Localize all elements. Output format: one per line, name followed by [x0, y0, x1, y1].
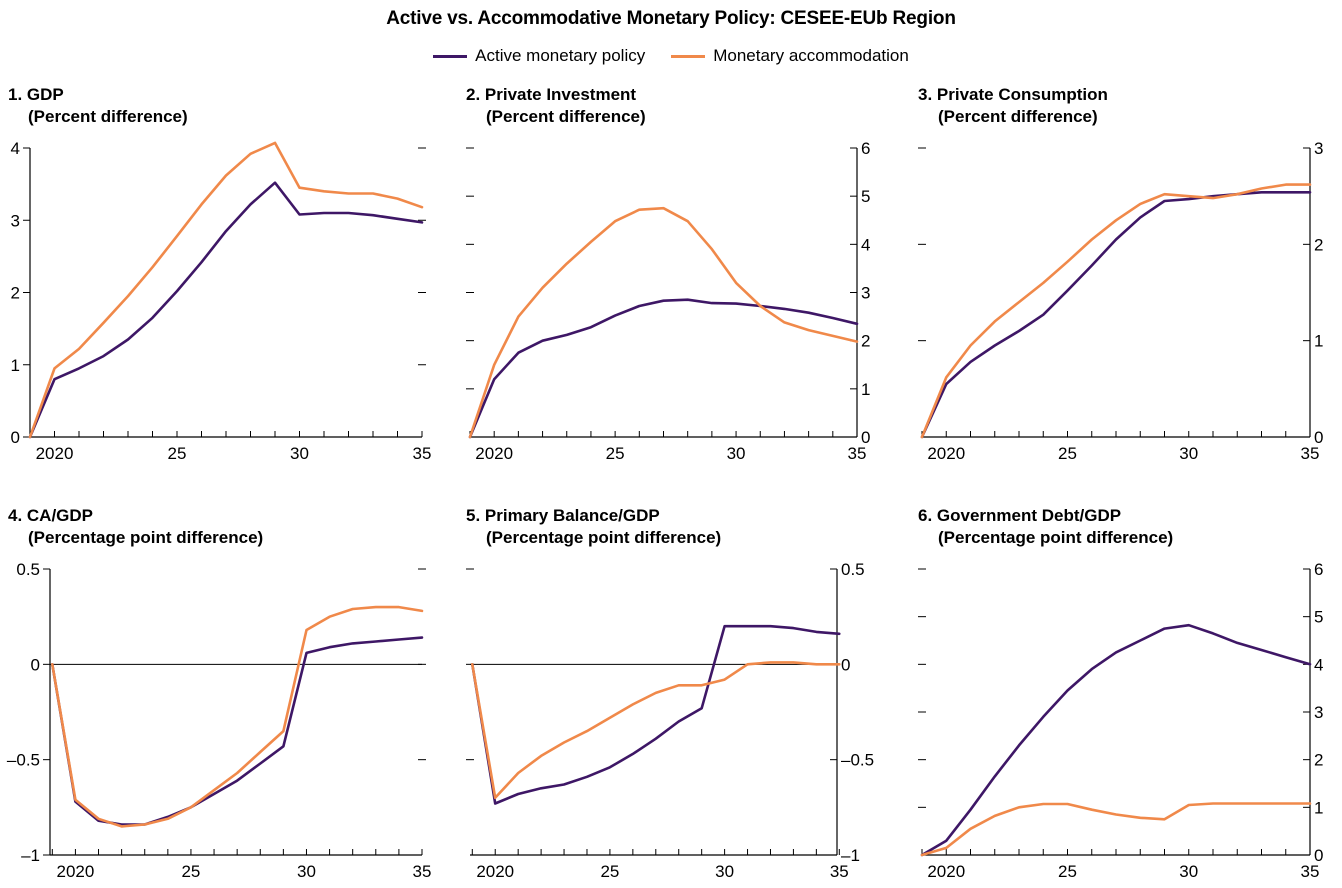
y-tick-label: 4 [1314, 655, 1323, 674]
legend-swatch-accommodation [671, 54, 706, 58]
y-tick-label: 0 [11, 428, 20, 447]
series-line-active [470, 624, 841, 805]
series-line-active [468, 298, 859, 439]
x-tick-label: 35 [1301, 862, 1320, 881]
panel-title: 6. Government Debt/GDP [918, 506, 1121, 525]
y-tick-label: 3 [1314, 139, 1323, 158]
y-tick-label: 5 [861, 187, 870, 206]
legend-label-accommodation: Monetary accommodation [713, 46, 909, 65]
x-tick-label: 25 [181, 862, 200, 881]
x-tick-label: 2020 [927, 862, 965, 881]
x-tick-label: 30 [727, 444, 746, 463]
x-tick-label: 2020 [57, 862, 95, 881]
y-tick-label: –0.5 [841, 751, 874, 770]
y-tick-label: 0 [31, 655, 40, 674]
x-tick-label: 30 [1179, 862, 1198, 881]
series-line-active [920, 623, 1312, 857]
x-tick-label: 30 [715, 862, 734, 881]
panel-subtitle: (Percent difference) [28, 107, 188, 126]
y-tick-label: 4 [11, 139, 20, 158]
legend-item-active: Active monetary policy [433, 46, 645, 66]
x-tick-label: 25 [1058, 444, 1077, 463]
chart-main-title: Active vs. Accommodative Monetary Policy… [386, 8, 956, 29]
y-tick-label: 0 [861, 428, 870, 447]
panel-title: 4. CA/GDP [8, 506, 93, 525]
y-tick-label: 5 [1314, 608, 1323, 627]
y-tick-label: 0 [1314, 846, 1323, 865]
y-tick-label: 2 [1314, 235, 1323, 254]
x-tick-label: 35 [413, 444, 432, 463]
series-line-active [28, 181, 424, 439]
y-tick-label: 0 [1314, 428, 1323, 447]
chart-panel-6: 6. Government Debt/GDP (Percentage point … [918, 506, 1323, 881]
x-tick-label: 2020 [927, 444, 965, 463]
series-line-active [50, 636, 424, 826]
x-tick-label: 2020 [36, 444, 74, 463]
x-tick-label: 30 [1179, 444, 1198, 463]
x-tick-label: 25 [606, 444, 625, 463]
chart-panel-4: 4. CA/GDP (Percentage point difference) –1… [7, 506, 432, 881]
series-line-accommodation [920, 183, 1312, 439]
y-tick-label: 1 [1314, 332, 1323, 351]
x-tick-label: 25 [600, 862, 619, 881]
x-tick-label: 35 [830, 862, 849, 881]
panel-subtitle: (Percent difference) [486, 107, 646, 126]
y-tick-label: 2 [861, 332, 870, 351]
series-line-accommodation [470, 661, 841, 800]
panel-subtitle: (Percent difference) [938, 107, 1098, 126]
y-tick-label: 3 [861, 284, 870, 303]
x-tick-label: 35 [848, 444, 867, 463]
legend-item-accommodation: Monetary accommodation [671, 46, 909, 66]
y-tick-label: 3 [1314, 703, 1323, 722]
x-tick-label: 2020 [475, 444, 513, 463]
chart-panel-5: 5. Primary Balance/GDP (Percentage point … [466, 506, 874, 881]
y-tick-label: 1 [861, 380, 870, 399]
panel-subtitle: (Percentage point difference) [486, 528, 721, 547]
panel-subtitle: (Percentage point difference) [28, 528, 263, 547]
y-tick-label: 0 [841, 655, 850, 674]
y-tick-label: –0.5 [7, 751, 40, 770]
y-tick-label: 4 [861, 235, 870, 254]
y-tick-label: 1 [11, 356, 20, 375]
series-line-active [920, 191, 1312, 439]
legend: Active monetary policy Monetary accommod… [0, 46, 1342, 66]
y-tick-label: 2 [11, 284, 20, 303]
series-line-accommodation [468, 206, 859, 439]
x-tick-label: 30 [290, 444, 309, 463]
series-line-accommodation [28, 141, 424, 439]
x-tick-label: 2020 [476, 862, 514, 881]
chart-panel-1: 1. GDP (Percent difference) 0 1 2 3 4 2020 25 30 3… [8, 85, 431, 463]
x-tick-label: 35 [413, 862, 432, 881]
y-tick-label: 0.5 [16, 560, 40, 579]
y-tick-label: 3 [11, 211, 20, 230]
x-tick-label: 35 [1301, 444, 1320, 463]
legend-swatch-active [433, 54, 468, 58]
x-tick-label: 25 [168, 444, 187, 463]
series-line-accommodation [920, 802, 1312, 857]
y-tick-label: 0.5 [841, 560, 865, 579]
y-tick-label: –1 [21, 846, 40, 865]
chart-panel-2: 2. Private Investment (Percent difference… [466, 85, 870, 463]
panel-title: 1. GDP [8, 85, 64, 104]
y-tick-label: –1 [841, 846, 860, 865]
panel-title: 2. Private Investment [466, 85, 636, 104]
y-tick-label: 2 [1314, 751, 1323, 770]
y-tick-label: 6 [1314, 560, 1323, 579]
panel-subtitle: (Percentage point difference) [938, 528, 1173, 547]
panel-title: 5. Primary Balance/GDP [466, 506, 660, 525]
y-tick-label: 6 [861, 139, 870, 158]
panel-title: 3. Private Consumption [918, 85, 1108, 104]
x-tick-label: 30 [297, 862, 316, 881]
legend-label-active: Active monetary policy [475, 46, 646, 65]
series-line-accommodation [50, 605, 424, 828]
y-tick-label: 1 [1314, 798, 1323, 817]
chart-panel-3: 3. Private Consumption (Percent differenc… [918, 85, 1323, 463]
x-tick-label: 25 [1058, 862, 1077, 881]
